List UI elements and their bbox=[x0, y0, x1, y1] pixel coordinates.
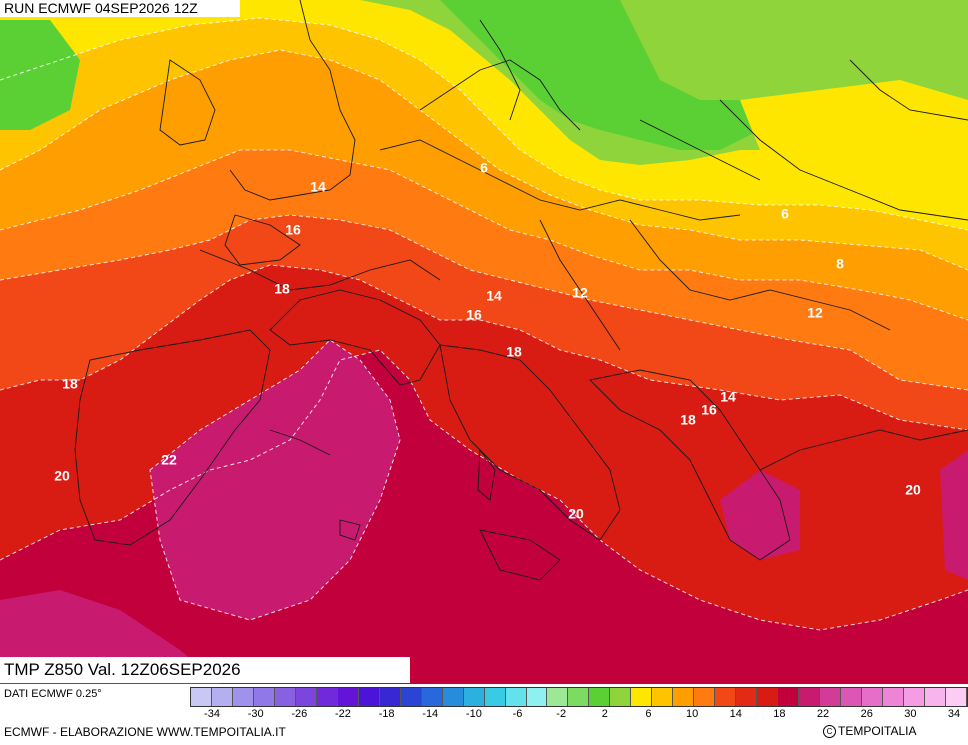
colorbar-cell bbox=[652, 688, 674, 706]
band-24 bbox=[150, 340, 400, 620]
isotherm-label: 14 bbox=[486, 288, 502, 304]
run-title: RUN ECMWF 04SEP2026 12Z bbox=[0, 0, 240, 17]
colorbar-tick-label: -26 bbox=[291, 708, 308, 720]
brand-label: TEMPOITALIA bbox=[838, 724, 917, 738]
colorbar-tick-label: 2 bbox=[601, 708, 608, 720]
colorbar-cell bbox=[862, 688, 883, 706]
copyright-icon: C bbox=[823, 724, 836, 738]
colorbar-cell bbox=[945, 688, 967, 706]
footer: DATI ECMWF 0.25° -34 -30 -26 -22 -18 -14 -10 -6… bbox=[0, 684, 968, 745]
isotherm-label: 18 bbox=[274, 281, 290, 297]
colorbar-cell bbox=[421, 688, 443, 706]
isotherm-label: 22 bbox=[161, 452, 177, 468]
colorbar-cell bbox=[274, 688, 296, 706]
colorbar-cell bbox=[568, 688, 590, 706]
colorbar-tick-label: -22 bbox=[334, 708, 351, 720]
colorbar-tick-label: -18 bbox=[378, 708, 395, 720]
colorbar-tick-label: 30 bbox=[904, 708, 917, 720]
temperature-map: 6 14 16 18 18 20 22 6 8 12 14 16 18 12 1… bbox=[0, 0, 968, 684]
colorbar-cell bbox=[924, 688, 946, 706]
isotherm-label: 6 bbox=[781, 206, 789, 222]
isotherm-label: 18 bbox=[680, 412, 696, 428]
colorbar-tick-label: 34 bbox=[947, 708, 961, 720]
colorbar-tick-label: -14 bbox=[422, 708, 439, 720]
colorbar-cell bbox=[358, 688, 380, 706]
isotherm-labels: 6 14 16 18 18 20 22 6 8 12 14 16 18 12 1… bbox=[54, 160, 921, 522]
isotherm-label: 14 bbox=[310, 179, 326, 195]
colorbar-cell bbox=[631, 688, 653, 706]
isotherm-label: 16 bbox=[701, 402, 717, 418]
colorbar-cell bbox=[253, 688, 275, 706]
isotherm-label: 12 bbox=[807, 305, 823, 321]
temperature-colorbar bbox=[190, 687, 968, 707]
isotherm-label: 6 bbox=[480, 160, 488, 176]
colorbar-tick-label: 10 bbox=[685, 708, 699, 720]
isotherm-label: 20 bbox=[905, 482, 921, 498]
band-24-aegean bbox=[720, 470, 800, 560]
colorbar-cell bbox=[841, 688, 862, 706]
isotherm-label: 14 bbox=[720, 389, 736, 405]
colorbar-cell bbox=[820, 688, 842, 706]
colorbar-tick-label: 22 bbox=[816, 708, 830, 720]
coastlines bbox=[74, 0, 968, 581]
colorbar-cell bbox=[400, 688, 422, 706]
colorbar-cell bbox=[211, 688, 233, 706]
colorbar-cell bbox=[295, 688, 317, 706]
isotherm-contours bbox=[0, 17, 968, 631]
colorbar-cell bbox=[379, 688, 401, 706]
colorbar-cell bbox=[337, 688, 359, 706]
band-atlantic-cold bbox=[0, 20, 80, 130]
colorbar-cell bbox=[505, 688, 527, 706]
colorbar-ticks: -34 -30 -26 -22 -18 -14 -10 -6 -2 2 6 10 14 18 22 26 30 3… bbox=[190, 708, 968, 722]
colorbar-cell bbox=[463, 688, 485, 706]
colorbar-tick-label: -34 bbox=[204, 708, 220, 720]
colorbar-tick-label: 26 bbox=[860, 708, 873, 720]
isotherm-label: 20 bbox=[54, 468, 70, 484]
credit-label: ECMWF - ELABORAZIONE WWW.TEMPOITALIA.IT bbox=[4, 725, 286, 739]
field-title: TMP Z850 Val. 12Z06SEP2026 bbox=[0, 657, 410, 683]
colorbar-cell bbox=[736, 688, 758, 706]
band-24-east bbox=[940, 450, 968, 580]
colorbar-cell bbox=[232, 688, 254, 706]
colorbar-cell bbox=[526, 688, 548, 706]
colorbar-cell bbox=[715, 688, 737, 706]
colorbar-cell bbox=[882, 688, 904, 706]
colorbar-tick-label: -10 bbox=[465, 708, 482, 720]
colorbar-cell bbox=[610, 688, 632, 706]
isotherm-label: 18 bbox=[62, 376, 78, 392]
brand-mark: C TEMPOITALIA bbox=[823, 724, 916, 738]
temperature-field: 6 14 16 18 18 20 22 6 8 12 14 16 18 12 1… bbox=[0, 0, 968, 684]
colorbar-cell bbox=[757, 688, 779, 706]
colorbar-tick-label: -2 bbox=[556, 708, 567, 720]
colorbar-tick-label: -6 bbox=[512, 708, 523, 720]
colorbar-tick-label: 14 bbox=[729, 708, 742, 720]
colorbar-cell bbox=[191, 688, 212, 706]
colorbar-cell bbox=[694, 688, 716, 706]
isotherm-label: 16 bbox=[466, 307, 482, 323]
colorbar-cell bbox=[673, 688, 695, 706]
isotherm-label: 18 bbox=[506, 344, 522, 360]
isotherm-label: 8 bbox=[836, 256, 844, 272]
colorbar-cell bbox=[799, 688, 821, 706]
colorbar-cell bbox=[589, 688, 611, 706]
colorbar-cell bbox=[547, 688, 569, 706]
colorbar-cell bbox=[316, 688, 338, 706]
colorbar-tick-label: 18 bbox=[773, 708, 786, 720]
colorbar-cell bbox=[442, 688, 464, 706]
isotherm-label: 12 bbox=[572, 285, 588, 301]
colorbar-cell bbox=[778, 688, 800, 706]
band-6 bbox=[440, 0, 760, 150]
data-source-label: DATI ECMWF 0.25° bbox=[4, 688, 102, 700]
colorbar-cell bbox=[484, 688, 506, 706]
isotherm-label: 20 bbox=[568, 506, 584, 522]
colorbar-cell bbox=[903, 688, 925, 706]
band-8-east bbox=[740, 80, 968, 180]
isotherm-label: 16 bbox=[285, 222, 301, 238]
colorbar-tick-label: -30 bbox=[247, 708, 264, 720]
colorbar-tick-label: 6 bbox=[645, 708, 652, 720]
